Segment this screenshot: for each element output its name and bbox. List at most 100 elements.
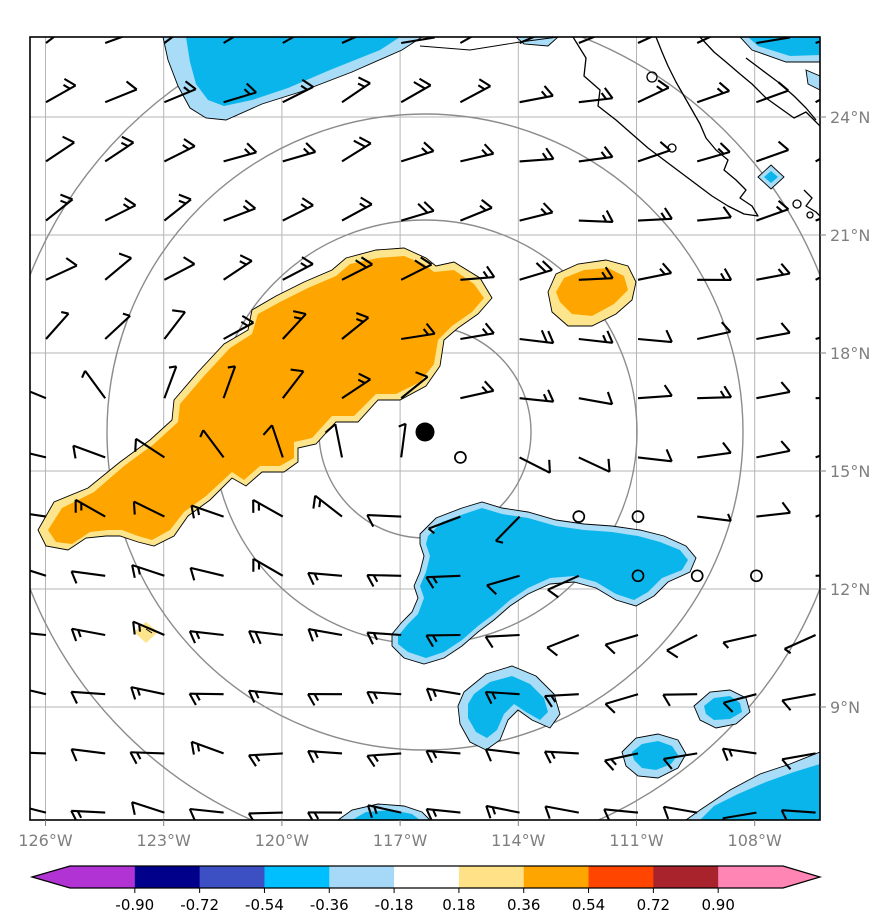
barb-staff bbox=[190, 566, 224, 577]
wind-barb bbox=[400, 371, 429, 400]
wind-barb bbox=[252, 498, 284, 518]
barb-full bbox=[72, 445, 77, 459]
barb-full bbox=[366, 574, 375, 587]
barb-staff bbox=[130, 751, 165, 755]
barb-staff bbox=[163, 198, 192, 222]
wind-barbs bbox=[30, 37, 820, 820]
barb-staff bbox=[163, 311, 186, 340]
colorbar-segment bbox=[458, 866, 525, 888]
colorbar-segment bbox=[718, 866, 784, 888]
barb-full bbox=[301, 256, 314, 265]
barb-staff bbox=[637, 86, 670, 104]
wind-barb bbox=[223, 254, 253, 281]
wind-barb bbox=[662, 805, 698, 820]
wind-barb bbox=[519, 456, 551, 474]
wind-barb bbox=[425, 574, 461, 589]
colorbar-tick-label: 0.18 bbox=[442, 896, 475, 914]
barb-staff bbox=[605, 633, 639, 646]
wind-barb bbox=[341, 196, 373, 222]
barb-staff bbox=[485, 690, 520, 696]
colorbar-tick-label: -0.18 bbox=[375, 896, 414, 914]
wind-barb bbox=[74, 498, 106, 518]
barb-full bbox=[657, 79, 670, 89]
barb-staff bbox=[189, 630, 224, 637]
barb-full bbox=[70, 570, 78, 584]
wind-barb bbox=[603, 752, 639, 771]
barb-full bbox=[718, 81, 731, 92]
barb-staff bbox=[637, 272, 672, 281]
barb-half bbox=[178, 199, 187, 205]
barb-full bbox=[413, 81, 426, 90]
wind-barb bbox=[756, 440, 791, 459]
barb-half bbox=[195, 693, 201, 701]
barb-half bbox=[482, 270, 489, 279]
barb-full bbox=[307, 572, 315, 586]
barb-full bbox=[70, 748, 78, 762]
wind-barb bbox=[637, 384, 673, 400]
wind-barb bbox=[578, 330, 614, 344]
wind-barb bbox=[484, 690, 520, 705]
wind-barb bbox=[484, 633, 520, 649]
wind-barb bbox=[104, 135, 135, 163]
barb-staff bbox=[367, 574, 402, 577]
barb-full bbox=[666, 649, 679, 659]
barb-half bbox=[120, 141, 129, 148]
contour-region-top-left-negative-inner bbox=[186, 37, 400, 106]
barb-full bbox=[245, 82, 257, 94]
barb-staff bbox=[400, 263, 433, 281]
barb-full bbox=[70, 691, 78, 704]
barb-staff bbox=[252, 557, 284, 577]
barb-staff bbox=[132, 620, 165, 636]
contour-line-br-diamond-negative-outer bbox=[693, 689, 751, 729]
wind-barb bbox=[163, 80, 197, 104]
wind-barb bbox=[199, 429, 225, 459]
barb-half bbox=[540, 90, 548, 98]
barb-staff bbox=[578, 219, 613, 224]
barb-staff bbox=[578, 337, 613, 344]
wind-barb bbox=[282, 197, 314, 222]
wind-barb bbox=[282, 310, 307, 340]
y-tick-label: 9°N bbox=[830, 698, 860, 717]
barb-full bbox=[358, 136, 372, 145]
barb-staff bbox=[45, 37, 56, 44]
barb-full bbox=[366, 632, 374, 645]
wind-barb bbox=[188, 807, 224, 820]
barb-staff bbox=[756, 148, 789, 163]
wind-barb bbox=[132, 620, 165, 636]
barb-half bbox=[227, 365, 236, 369]
wind-barb bbox=[781, 693, 816, 711]
barb-half bbox=[481, 148, 488, 156]
barb-full bbox=[543, 85, 554, 97]
barb-staff bbox=[131, 564, 165, 577]
barb-half bbox=[719, 390, 726, 398]
wind-barb bbox=[70, 690, 106, 704]
barb-full bbox=[360, 196, 373, 206]
barb-staff bbox=[202, 429, 225, 459]
barb-staff bbox=[723, 693, 757, 704]
contour-line-se-negative-blob-outer bbox=[391, 501, 697, 665]
barb-full bbox=[301, 197, 314, 207]
barb-half bbox=[300, 262, 308, 268]
barb-staff bbox=[486, 804, 520, 814]
x-tick-label: 123°W bbox=[137, 831, 192, 850]
barb-half bbox=[244, 148, 251, 155]
wind-barb bbox=[400, 141, 435, 163]
barb-staff bbox=[308, 749, 343, 755]
barb-staff bbox=[519, 268, 553, 281]
wind-barb bbox=[223, 142, 258, 163]
barb-full bbox=[366, 755, 376, 768]
wind-barb bbox=[519, 329, 555, 345]
barb-full bbox=[780, 440, 791, 452]
wind-barb bbox=[603, 808, 639, 820]
barb-full bbox=[481, 199, 493, 209]
wind-barb bbox=[222, 365, 237, 399]
calm-circle bbox=[454, 451, 467, 464]
calm-circle bbox=[631, 569, 645, 583]
contour-region-nw-positive-band-inner bbox=[48, 256, 484, 544]
barb-full bbox=[604, 643, 616, 655]
wind-barb bbox=[223, 199, 257, 222]
barb-staff bbox=[696, 37, 713, 44]
wind-barb bbox=[578, 87, 614, 104]
barb-staff bbox=[282, 263, 314, 281]
barb-staff bbox=[71, 809, 106, 814]
